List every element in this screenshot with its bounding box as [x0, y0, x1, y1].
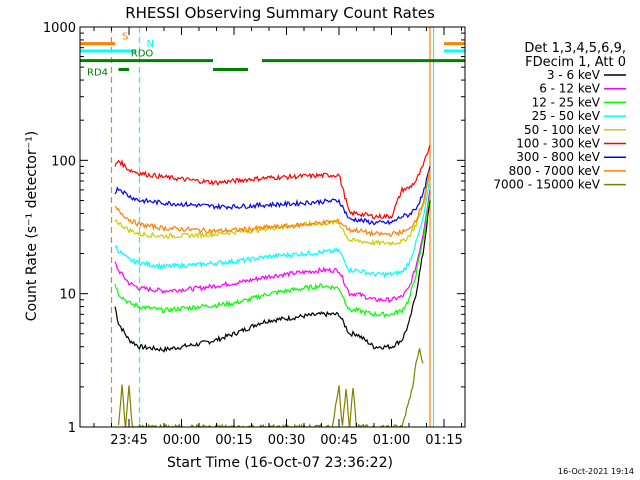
x-tick-label: 01:15 — [425, 433, 462, 448]
x-tick-label: 00:15 — [215, 433, 252, 448]
timestamp: 16-Oct-2021 19:14 — [558, 467, 634, 476]
legend-label: 300 - 800 keV — [516, 150, 600, 164]
flag-label-n: N — [147, 39, 154, 50]
y-tick-label: 1 — [68, 421, 76, 436]
series-line-7 — [114, 169, 431, 238]
flag-label-s: S — [122, 32, 128, 43]
flag-label-rdo: RDO — [131, 49, 154, 60]
x-axis-label: Start Time (16-Oct-07 23:36:22) — [167, 455, 393, 471]
x-tick-label: 01:00 — [373, 433, 410, 448]
legend-label: 7000 - 15000 keV — [493, 178, 600, 192]
legend-label: 25 - 50 keV — [532, 109, 601, 123]
legend-label: 12 - 25 keV — [532, 95, 601, 109]
x-tick-label: 23:45 — [110, 433, 147, 448]
legend-label: 100 - 300 keV — [516, 137, 600, 151]
series-line-5 — [114, 144, 431, 220]
series-line-3 — [114, 180, 431, 279]
series-line-6 — [114, 166, 431, 226]
y-axis-ticks: 1 10 100 1000 — [43, 21, 465, 436]
y-tick-label: 100 — [51, 154, 76, 169]
series-line-2 — [114, 194, 431, 319]
legend-label: 6 - 12 keV — [539, 82, 601, 96]
x-tick-label: 00:45 — [320, 433, 357, 448]
y-tick-label: 10 — [59, 288, 76, 303]
legend-label: 50 - 100 keV — [524, 123, 601, 137]
series-line-0 — [114, 200, 431, 353]
plot-frame — [79, 26, 466, 428]
y-tick-label: 1000 — [43, 21, 76, 36]
legend-header-line-1: Det 1,3,4,5,6,9, — [524, 41, 626, 56]
x-tick-label: 00:30 — [268, 433, 305, 448]
y-axis-label: Count Rate (s⁻¹ detector⁻¹) — [24, 131, 40, 321]
series-line-4 — [114, 173, 431, 247]
chart-title: RHESSI Observing Summary Count Rates — [125, 4, 435, 22]
legend: Det 1,3,4,5,6,9, FDecim 1, Att 0 3 - 6 k… — [493, 41, 626, 192]
legend-label: 3 - 6 keV — [547, 68, 601, 82]
flag-label-rd4: RD4 — [87, 68, 108, 79]
legend-label: 800 - 7000 keV — [509, 164, 601, 178]
series-line-8 — [117, 348, 424, 427]
legend-header-line-2: FDecim 1, Att 0 — [525, 55, 626, 70]
series-line-1 — [114, 189, 431, 304]
x-axis-ticks: 23:45 00:00 00:15 00:30 00:45 01:00 01:15 — [93, 27, 463, 448]
x-tick-label: 00:00 — [163, 433, 200, 448]
